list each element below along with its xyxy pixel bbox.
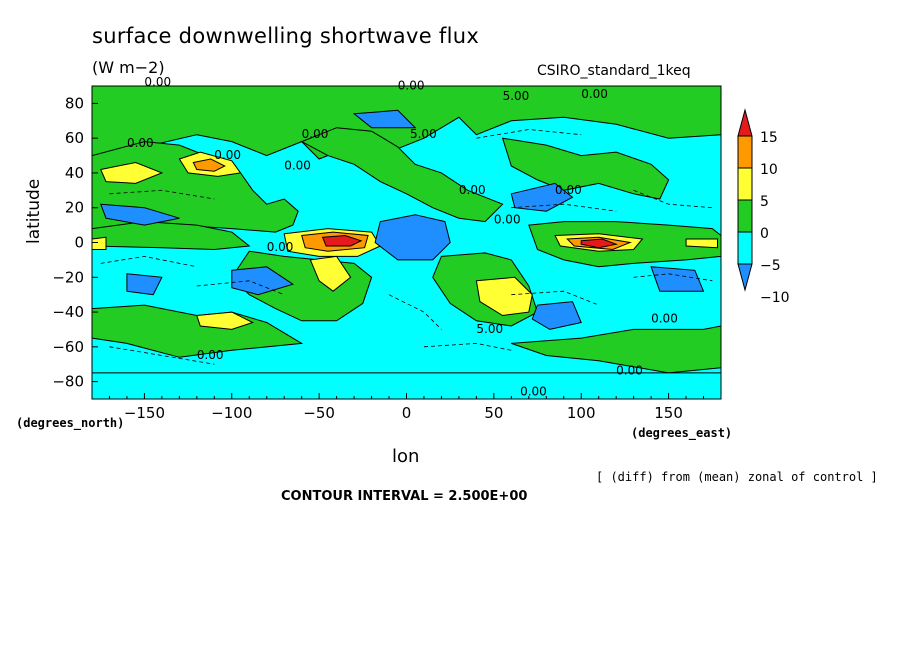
- region-central-blue: [374, 214, 451, 261]
- contour-label: 0.00: [459, 183, 486, 197]
- colorbar-swatch: [737, 231, 753, 265]
- y-tick-label: 80: [65, 94, 84, 112]
- contour-label: 0.00: [144, 75, 171, 89]
- negative-contour: [511, 203, 617, 212]
- y-tick-label: 60: [65, 129, 84, 147]
- region-pacific-edge-yellow: [685, 238, 718, 249]
- region-north-pacific-orange: [192, 158, 226, 172]
- colorbar-swatch: [737, 199, 753, 233]
- colorbar-swatch: [737, 167, 753, 201]
- contour-label: 0.00: [494, 212, 521, 226]
- region-south-pole-cyan: [92, 372, 721, 399]
- x-axis-units: (degrees_east): [631, 426, 733, 440]
- contour-interval: CONTOUR INTERVAL = 2.500E+00: [281, 489, 528, 504]
- x-tick-label: −150: [124, 404, 165, 422]
- negative-contour: [633, 189, 713, 209]
- contour-label: 0.00: [520, 385, 547, 399]
- contour-label: 5.00: [410, 127, 437, 141]
- y-tick-label: −40: [52, 303, 84, 321]
- contour-label: 0.00: [398, 78, 425, 92]
- region-indian-red: [580, 238, 619, 249]
- colorbar-label: 0: [760, 226, 769, 242]
- negative-contour: [196, 280, 285, 296]
- contour-labels: 0.00 0.00 0.00 0.00 0.00 5.00 0.00 5.00 0.00 0.00…: [127, 75, 678, 399]
- region-south-pacific-yellow: [196, 311, 255, 330]
- negative-contour: [100, 255, 197, 268]
- negative-contour: [109, 189, 215, 200]
- y-tick-label: 40: [65, 164, 84, 182]
- colorbar-label: 5: [760, 194, 769, 210]
- y-axis-units: (degrees_north): [16, 416, 125, 430]
- y-tick-label: −80: [52, 373, 84, 391]
- region-asia-green: [501, 137, 670, 200]
- contour-label: 0.00: [214, 148, 241, 162]
- shaded-field: [92, 86, 721, 399]
- y-tick-label: 20: [65, 199, 84, 217]
- y-tick-label: 0: [74, 234, 84, 252]
- region-east-pacific-blue: [231, 266, 295, 296]
- region-pacific-south-blue: [650, 266, 705, 292]
- colorbar-label: 10: [760, 162, 778, 178]
- region-south-green-belt: [92, 304, 304, 358]
- region-sw-pacific-blue: [126, 273, 163, 296]
- colorbar-bottom-arrow: [737, 263, 753, 292]
- contour-label: 5.00: [503, 89, 530, 103]
- y-tick-label: −60: [52, 338, 84, 356]
- x-tick-label: −50: [303, 404, 335, 422]
- colorbar-top-arrow: [737, 108, 753, 137]
- x-tick-label: 50: [484, 404, 503, 422]
- x-tick-label: 0: [402, 404, 412, 422]
- contour-lines: [100, 129, 713, 365]
- contour-label: 0.00: [555, 183, 582, 197]
- x-tick-label: 100: [567, 404, 596, 422]
- diff-note: [ (diff) from (mean) zonal of control ]: [596, 470, 878, 484]
- contour-label: 0.00: [302, 127, 329, 141]
- region-atlantic-red: [321, 234, 363, 247]
- negative-contour: [109, 346, 215, 365]
- colorbar-swatch: [737, 135, 753, 169]
- x-tick-label: 150: [654, 404, 683, 422]
- region-tropical-pacific-green: [92, 221, 251, 251]
- x-axis: −150 −100 −50 0 50 100 150: [108, 393, 705, 422]
- contour-label: 0.00: [284, 158, 311, 172]
- contour-label: 0.00: [267, 240, 294, 254]
- contour-label: 0.00: [127, 136, 154, 150]
- colorbar-label: −5: [760, 258, 781, 274]
- negative-contour: [476, 129, 582, 139]
- chart-units: (W m−2): [92, 58, 165, 77]
- x-tick-label: −100: [211, 404, 252, 422]
- region-west-pacific-blue: [99, 203, 180, 226]
- colorbar-label: 15: [760, 130, 778, 146]
- colorbar-label: −10: [760, 290, 790, 306]
- contour-label: 0.00: [581, 87, 608, 101]
- region-west-edge-yellow: [92, 236, 107, 250]
- contour-label: 5.00: [476, 322, 503, 336]
- region-south-east-green: [511, 325, 721, 374]
- region-north-atlantic-green: [300, 127, 504, 223]
- chart-title: surface downwelling shortwave flux: [92, 24, 480, 48]
- region-arctic-blue: [352, 109, 417, 129]
- colorbar: 15 10 5 0 −5 −10: [737, 108, 790, 306]
- region-indian-south-blue: [531, 301, 582, 330]
- negative-contour: [511, 290, 599, 306]
- region-west-yellow: [99, 161, 164, 184]
- region-asia-blue: [510, 182, 574, 212]
- contour-label: 0.00: [616, 364, 643, 378]
- dataset-label: CSIRO_standard_1keq: [537, 63, 691, 79]
- region-africa-yellow: [475, 276, 533, 317]
- negative-contour: [633, 273, 713, 282]
- contour-label: 0.00: [197, 348, 224, 362]
- region-south-atlantic-yellow: [309, 255, 352, 292]
- y-axis: 80 60 40 20 0 −20 −40 −60 −80: [52, 94, 98, 391]
- negative-contour: [423, 342, 512, 351]
- contour-label: 0.00: [651, 311, 678, 325]
- y-tick-label: −20: [52, 268, 84, 286]
- x-axis-label: lon: [392, 446, 420, 467]
